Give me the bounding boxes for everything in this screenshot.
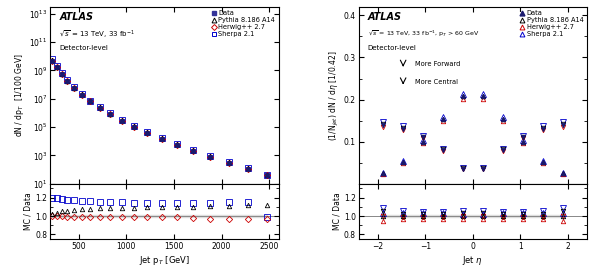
Text: ATLAS: ATLAS [59,12,93,22]
Text: $\sqrt{s}$ = 13 TeV, 33 fb$^{-1}$: $\sqrt{s}$ = 13 TeV, 33 fb$^{-1}$ [59,29,135,41]
Legend: Data, Pythia 8.186 A14, Herwig++ 2.7, Sherpa 2.1: Data, Pythia 8.186 A14, Herwig++ 2.7, Sh… [211,10,276,37]
Y-axis label: MC / Data: MC / Data [332,193,341,230]
Y-axis label: dN / dp$_T$  [1/100 GeV]: dN / dp$_T$ [1/100 GeV] [14,54,27,137]
Text: More Forward: More Forward [415,61,460,68]
Y-axis label: (1/N$_{jet}$) dN / d$\eta$ [1/0.42]: (1/N$_{jet}$) dN / d$\eta$ [1/0.42] [328,50,341,141]
Text: Detector-level: Detector-level [368,45,417,51]
X-axis label: Jet $\eta$: Jet $\eta$ [463,254,483,267]
Text: $\sqrt{s}$ = 13 TeV, 33 fb$^{-1}$, p$_T$ > 60 GeV: $\sqrt{s}$ = 13 TeV, 33 fb$^{-1}$, p$_T$… [368,29,479,39]
Legend: Data, Pythia 8.186 A14, Herwig++ 2.7, Sherpa 2.1: Data, Pythia 8.186 A14, Herwig++ 2.7, Sh… [520,10,584,37]
X-axis label: Jet p$_T$ [GeV]: Jet p$_T$ [GeV] [139,254,190,267]
Text: Detector-level: Detector-level [59,45,108,51]
Text: ATLAS: ATLAS [368,12,402,22]
Y-axis label: MC / Data: MC / Data [24,193,32,230]
Text: More Central: More Central [415,79,458,85]
